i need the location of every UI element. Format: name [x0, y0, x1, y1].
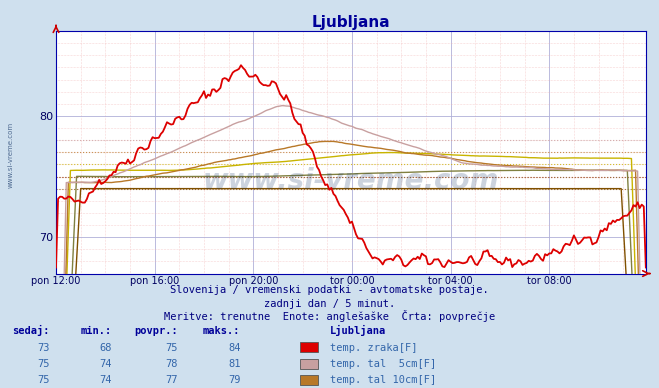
Text: sedaj:: sedaj: — [12, 326, 49, 336]
Text: min.:: min.: — [81, 326, 112, 336]
Text: 75: 75 — [37, 359, 49, 369]
Text: Ljubljana: Ljubljana — [330, 326, 386, 336]
Text: 75: 75 — [37, 375, 49, 385]
Text: zadnji dan / 5 minut.: zadnji dan / 5 minut. — [264, 298, 395, 308]
Text: 74: 74 — [100, 359, 112, 369]
Text: 84: 84 — [228, 343, 241, 353]
Text: 77: 77 — [165, 375, 178, 385]
Text: povpr.:: povpr.: — [134, 326, 178, 336]
Text: temp. tal  5cm[F]: temp. tal 5cm[F] — [330, 359, 436, 369]
Text: Slovenija / vremenski podatki - avtomatske postaje.: Slovenija / vremenski podatki - avtomats… — [170, 285, 489, 295]
Text: 74: 74 — [100, 375, 112, 385]
Text: 78: 78 — [165, 359, 178, 369]
Text: 79: 79 — [228, 375, 241, 385]
Text: 81: 81 — [228, 359, 241, 369]
Text: temp. zraka[F]: temp. zraka[F] — [330, 343, 417, 353]
Text: 75: 75 — [165, 343, 178, 353]
Text: maks.:: maks.: — [203, 326, 241, 336]
Text: 73: 73 — [37, 343, 49, 353]
Title: Ljubljana: Ljubljana — [312, 15, 390, 30]
Text: www.si-vreme.com: www.si-vreme.com — [203, 167, 499, 196]
Text: www.si-vreme.com: www.si-vreme.com — [8, 122, 14, 188]
Text: temp. tal 10cm[F]: temp. tal 10cm[F] — [330, 375, 436, 385]
Text: Meritve: trenutne  Enote: anglešaške  Črta: povprečje: Meritve: trenutne Enote: anglešaške Črta… — [164, 310, 495, 322]
Text: 68: 68 — [100, 343, 112, 353]
